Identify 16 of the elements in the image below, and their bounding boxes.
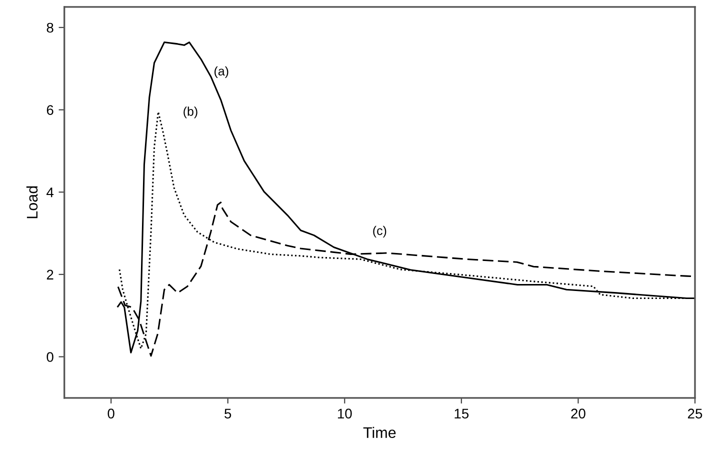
y-tick-label: 8	[46, 22, 54, 33]
y-tick-label: 4	[46, 188, 54, 198]
x-tick-label: 0	[108, 408, 114, 419]
x-axis-title: Time	[363, 426, 396, 438]
x-tick-label: 25	[688, 408, 702, 419]
annotation: (b)	[184, 106, 198, 118]
y-tick-label: 6	[46, 105, 54, 115]
annotation: (c)	[373, 226, 386, 238]
x-tick-label: 10	[338, 408, 352, 419]
x-tick-label: 5	[224, 408, 232, 419]
x-tick-label: 20	[571, 408, 586, 419]
y-tick-label: 0	[46, 352, 54, 362]
annotation: (a)	[214, 66, 228, 78]
y-axis-title: Load	[26, 186, 38, 218]
x-tick-label: 15	[454, 408, 469, 419]
y-tick-label: 2	[46, 270, 54, 280]
